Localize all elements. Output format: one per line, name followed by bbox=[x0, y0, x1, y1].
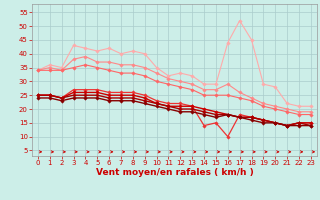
X-axis label: Vent moyen/en rafales ( km/h ): Vent moyen/en rafales ( km/h ) bbox=[96, 168, 253, 177]
